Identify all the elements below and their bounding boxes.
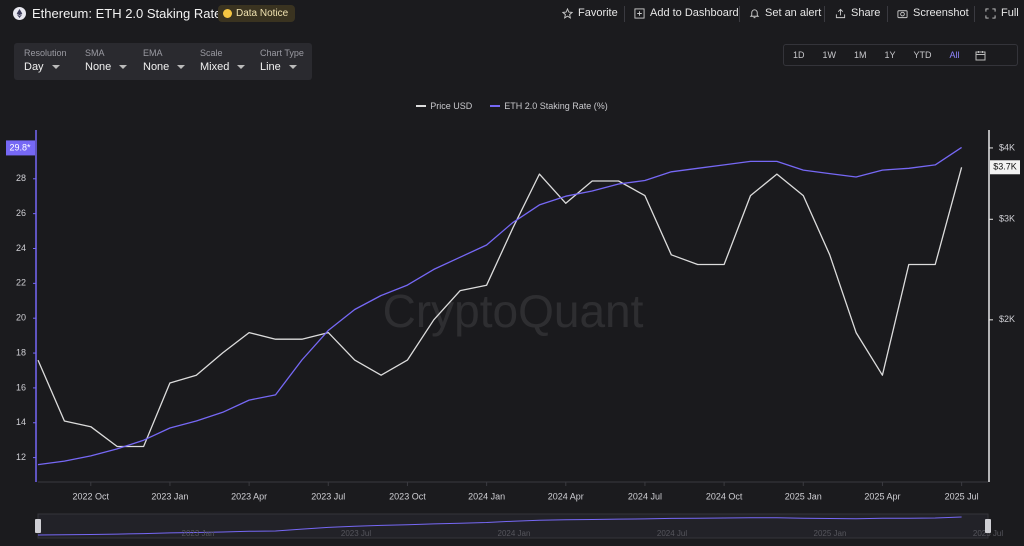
x-tick-label: 2024 Jul [628,491,662,501]
y-tick-label: 22 [16,278,26,288]
separator [887,6,888,22]
navigator-label: 2025 Jan [814,529,847,538]
action-label: Share [851,7,881,19]
watermark: CryptoQuant [383,285,644,337]
y-tick-label: 28 [16,173,26,183]
range-button[interactable]: YTD [913,50,932,60]
legend-swatch [416,105,427,107]
range-button[interactable]: 1Y [884,50,896,60]
separator [974,6,975,22]
y2-tick-label: $2K [999,314,1015,324]
separator [624,6,625,22]
legend-label: Price USD [430,101,473,111]
x-tick-label: 2025 Jan [785,491,822,501]
last-value-label: $3.7K [993,162,1017,172]
navigator-handle[interactable] [35,519,41,533]
navigator-label: 2024 Jan [498,529,531,538]
notice-text: Data Notice [236,8,289,19]
range-button[interactable]: 1D [793,50,805,60]
alert-button[interactable]: Set an alert [749,7,821,19]
x-tick-label: 2024 Apr [548,491,584,501]
separator [739,6,740,22]
x-tick-label: 2023 Apr [231,491,267,501]
control[interactable]: SMA None [85,48,127,73]
legend-label: ETH 2.0 Staking Rate (%) [504,101,608,111]
y2-tick-label: $4K [999,142,1015,152]
control[interactable]: Chart Type Line [260,48,304,73]
x-tick-label: 2022 Oct [73,491,110,501]
last-value-label: 29.8* [9,142,31,152]
legend: Price USD ETH 2.0 Staking Rate (%) [0,101,1024,111]
plot-area [38,130,988,482]
y-tick-label: 14 [16,417,26,427]
navigator-label: 2023 Jul [341,529,371,538]
control-label: SMA [85,48,105,58]
page-title: Ethereum: ETH 2.0 Staking Rate (%) [32,6,246,21]
control[interactable]: EMA None [143,48,185,73]
control-value: None [85,61,127,73]
navigator-handle[interactable] [985,519,991,533]
x-tick-label: 2024 Oct [706,491,743,501]
calendar-button[interactable] [975,50,986,61]
y2-tick-label: $3K [999,214,1015,224]
data-notice[interactable]: Data Notice [218,5,296,22]
y-tick-label: 18 [16,347,26,357]
dashboard-button[interactable]: Add to Dashboard [634,7,739,19]
x-tick-label: 2024 Jan [468,491,505,501]
navigator-line [37,516,962,536]
navigator-label: 2025 Jul [973,529,1003,538]
x-tick-label: 2023 Oct [389,491,426,501]
x-tick-label: 2023 Jan [151,491,188,501]
x-tick-label: 2023 Jul [311,491,345,501]
navigator-label: 2024 Jul [657,529,687,538]
x-tick-label: 2025 Apr [864,491,900,501]
action-label: Add to Dashboard [650,7,739,19]
favorite-button[interactable]: Favorite [562,7,618,19]
control-label: EMA [143,48,163,58]
range-button[interactable]: All [949,50,960,60]
control[interactable]: Scale Mixed [200,48,245,73]
action-label: Favorite [578,7,618,19]
control-value: Day [24,61,60,73]
legend-item[interactable]: ETH 2.0 Staking Rate (%) [490,101,608,111]
action-label: Set an alert [765,7,822,19]
action-label: Screenshot [913,7,969,19]
control[interactable]: Resolution Day [24,48,67,73]
screenshot-button[interactable]: Screenshot [897,7,969,19]
control-label: Chart Type [260,48,304,58]
y-tick-label: 12 [16,452,26,462]
control-label: Scale [200,48,223,58]
control-value: None [143,61,185,73]
y-tick-label: 24 [16,243,26,253]
y-tick-label: 16 [16,382,26,392]
last-value-badge [6,140,35,156]
share-button[interactable]: Share [835,7,880,19]
last-value-badge [990,160,1020,175]
control-value: Line [260,61,297,73]
full-button[interactable]: Full [985,7,1019,19]
range-button[interactable]: 1W [822,50,837,60]
separator [824,6,825,22]
legend-swatch [490,105,501,107]
x-tick-label: 2025 Jul [945,491,979,501]
control-value: Mixed [200,61,245,73]
series-line [37,167,963,448]
range-selector: 1D 1W 1M 1Y YTD All [783,44,1018,66]
control-label: Resolution [24,48,67,58]
legend-item[interactable]: Price USD [416,101,472,111]
action-label: Full [1001,7,1019,19]
series-line [37,146,962,466]
range-button[interactable]: 1M [854,50,867,60]
eth-icon [13,7,26,20]
y-tick-label: 26 [16,208,26,218]
y-tick-label: 20 [16,313,26,323]
navigator-label: 2023 Jan [182,529,215,538]
